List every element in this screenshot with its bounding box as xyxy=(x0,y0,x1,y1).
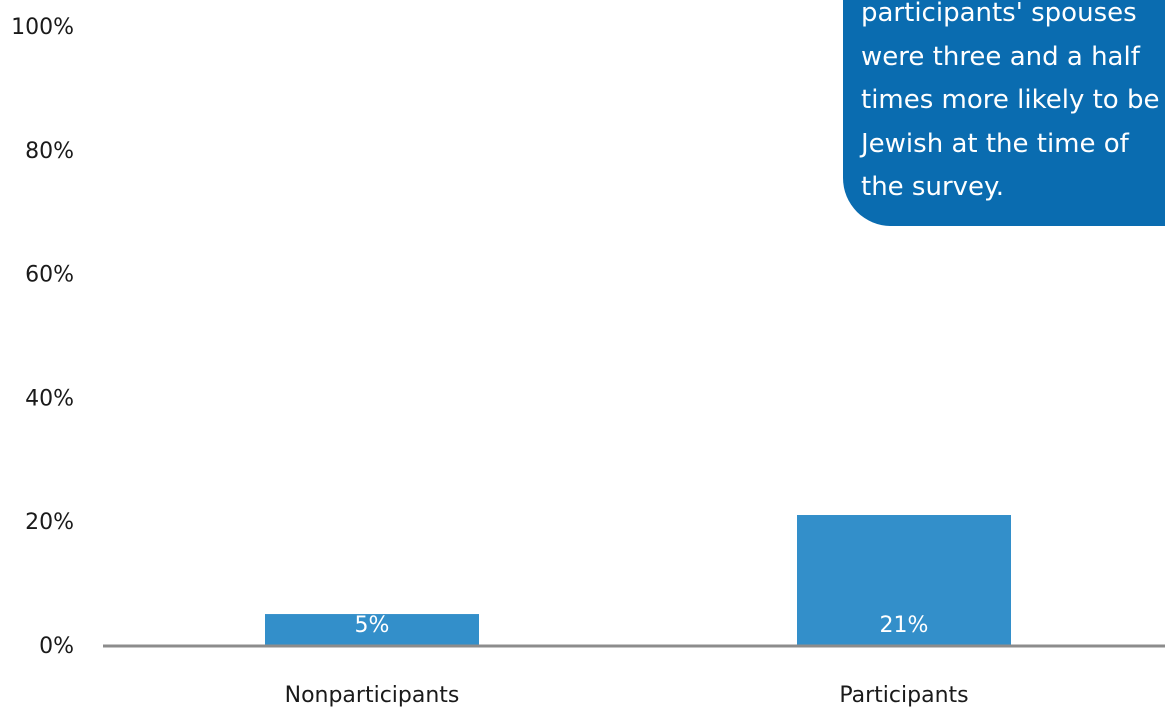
x-tick-label: Nonparticipants xyxy=(285,683,460,708)
y-tick-label: 100% xyxy=(11,15,74,40)
y-tick-label: 20% xyxy=(25,510,74,535)
y-tick-label: 80% xyxy=(25,139,74,164)
bar-value-label: 5% xyxy=(355,613,390,638)
y-tick-label: 40% xyxy=(25,386,74,411)
bar-value-label: 21% xyxy=(880,613,929,638)
x-tick-label: Participants xyxy=(839,683,968,708)
bar-nonparticipants xyxy=(265,614,479,645)
y-tick-label: 0% xyxy=(39,634,74,659)
callout-box: participants' spouses were three and a h… xyxy=(843,0,1165,226)
y-tick-label: 60% xyxy=(25,263,74,288)
bar-participants xyxy=(797,515,1011,645)
